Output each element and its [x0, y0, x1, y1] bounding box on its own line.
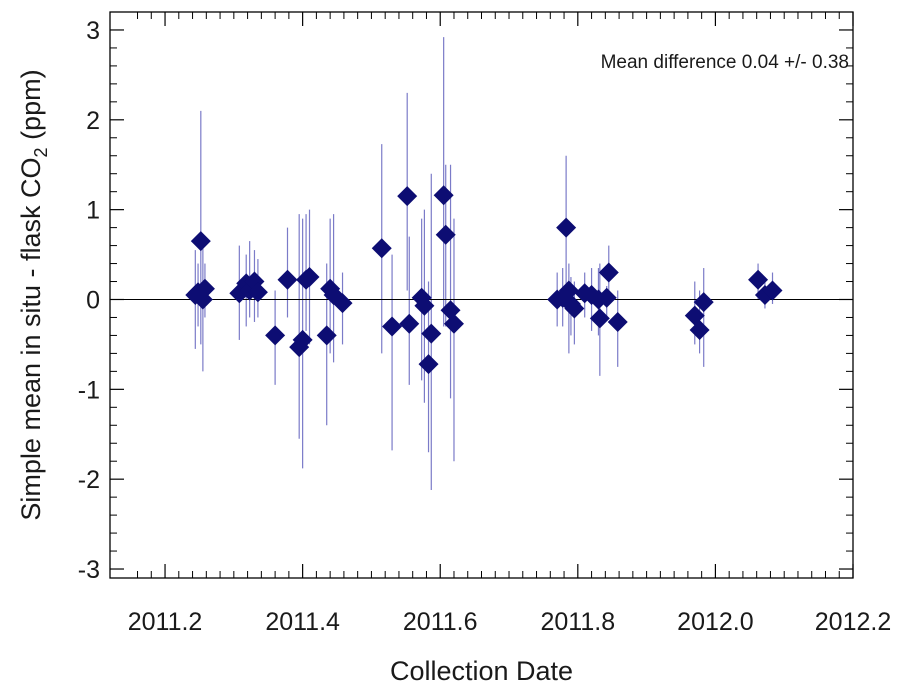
data-point-diamond — [598, 262, 619, 283]
x-tick-label: 2011.2 — [128, 608, 203, 636]
data-point-diamond — [596, 287, 617, 308]
data-point-diamond — [440, 300, 461, 321]
data-point-diamond — [299, 267, 320, 288]
x-tick-label: 2011.8 — [541, 608, 616, 636]
data-point-diamond — [689, 320, 710, 341]
data-point-diamond — [762, 280, 783, 301]
x-tick-label: 2012.0 — [677, 608, 753, 636]
y-tick-label: -3 — [78, 556, 100, 584]
data-point-diamond — [748, 269, 769, 290]
x-tick-label: 2011.4 — [265, 608, 340, 636]
data-point-diamond — [433, 185, 454, 206]
data-point-diamond — [247, 282, 268, 303]
y-axis-title-main: Simple mean in situ - flask CO — [16, 157, 46, 520]
data-point-diamond — [194, 278, 215, 299]
data-point-diamond — [556, 217, 577, 238]
y-tick-label: -1 — [78, 376, 100, 404]
data-point-diamond — [371, 238, 392, 259]
y-axis-title-subscript: 2 — [31, 147, 51, 157]
y-tick-label: -2 — [78, 466, 100, 494]
data-point-diamond — [693, 292, 714, 313]
data-point-diamond — [236, 273, 257, 294]
y-tick-label: 0 — [86, 286, 100, 314]
data-point-diamond — [239, 280, 260, 301]
data-point-diamond — [564, 298, 585, 319]
y-axis-title-unit: (ppm) — [16, 69, 46, 147]
data-point-diamond — [397, 186, 418, 207]
data-point-diamond — [421, 323, 442, 344]
data-point-diamond — [435, 224, 456, 245]
data-point-diamond — [399, 313, 420, 334]
data-point-diamond — [277, 269, 298, 290]
y-tick-label: 3 — [86, 17, 100, 45]
data-point-diamond — [414, 295, 435, 316]
error-bars — [194, 37, 774, 490]
data-point-diamond — [558, 280, 579, 301]
y-tick-labels: -3 -2 -1 0 1 2 3 — [78, 17, 100, 584]
data-point-diamond — [382, 316, 403, 337]
data-point-diamond — [190, 231, 211, 252]
plot-frame — [109, 11, 854, 579]
data-point-diamond — [316, 325, 337, 346]
mean-difference-annotation: Mean difference 0.04 +/- 0.38 — [601, 52, 849, 73]
data-point-diamond — [607, 311, 628, 332]
x-axis-title: Collection Date — [390, 656, 573, 684]
x-tick-label: 2011.6 — [403, 608, 478, 636]
data-point-diamond — [418, 354, 439, 375]
data-point-diamond — [589, 308, 610, 329]
data-point-diamond — [443, 313, 464, 334]
data-markers — [185, 185, 783, 375]
x-tick-labels: 2011.2 2011.4 2011.6 2011.8 2012.0 2012.2 — [128, 608, 892, 636]
data-point-diamond — [292, 329, 313, 350]
axis-ticks — [110, 11, 854, 578]
y-axis-title: Simple mean in situ - flask CO2 (ppm) — [16, 69, 51, 520]
data-point-diamond — [265, 325, 286, 346]
x-tick-label: 2012.2 — [815, 608, 891, 636]
data-point-diamond — [332, 293, 353, 314]
y-tick-label: 2 — [86, 107, 100, 135]
y-tick-label: 1 — [86, 197, 100, 225]
